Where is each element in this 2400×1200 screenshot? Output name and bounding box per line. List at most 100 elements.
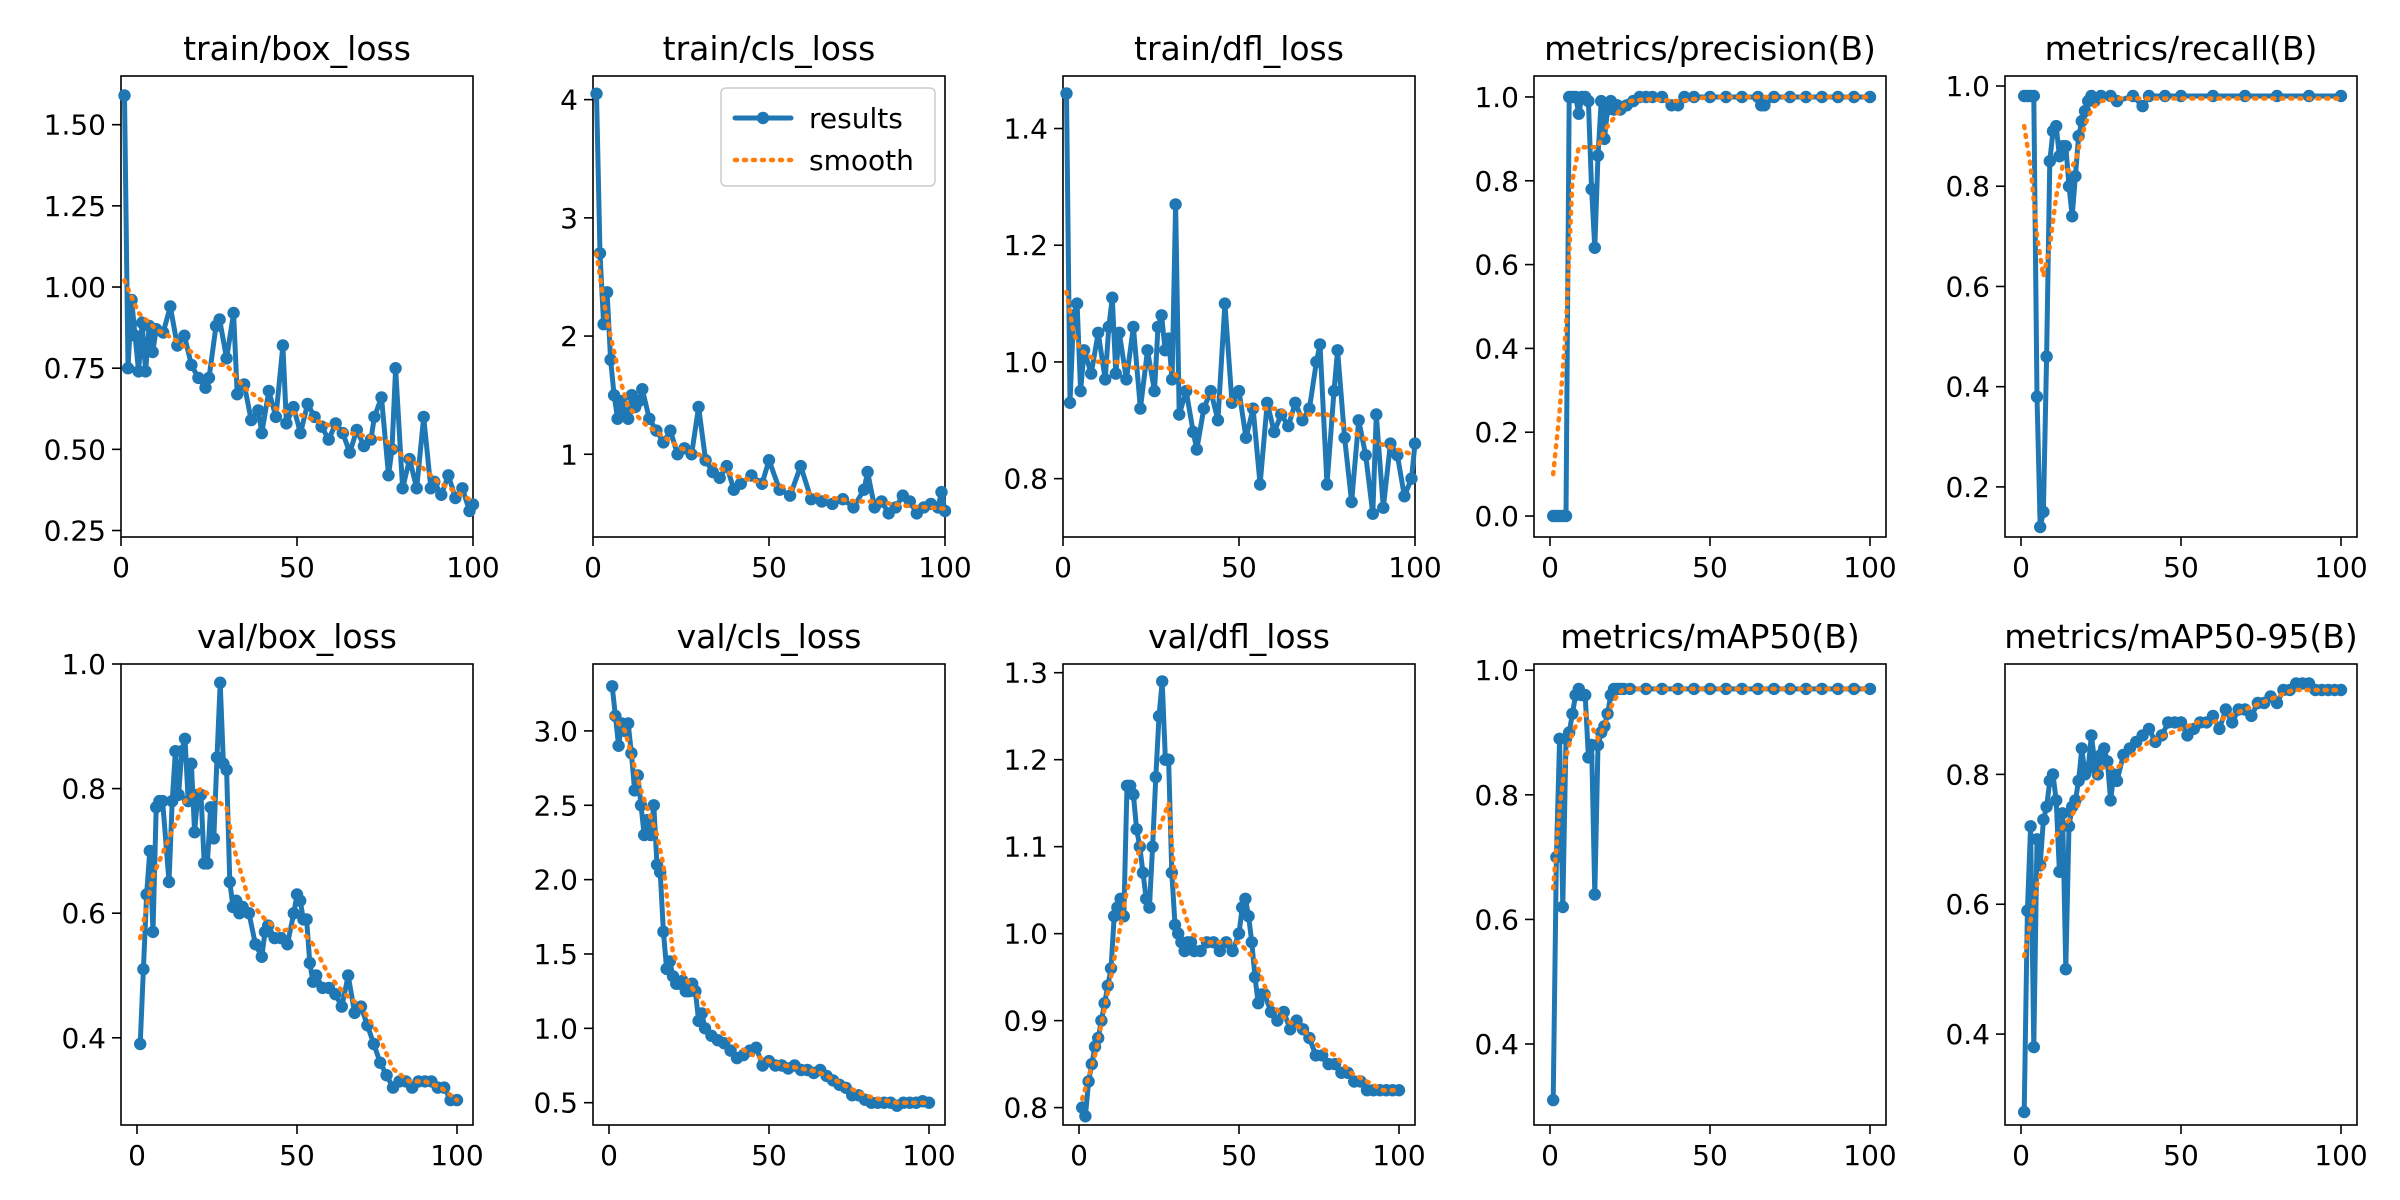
results-point [2213, 722, 2226, 736]
results-point [643, 412, 656, 425]
results-point [1290, 1014, 1303, 1027]
results-point [2037, 505, 2050, 519]
results-point [1218, 297, 1232, 310]
results-point [213, 313, 226, 326]
results-point [1173, 408, 1186, 421]
results-point [604, 353, 617, 366]
results-point [204, 801, 217, 814]
results-point [628, 784, 641, 797]
y-tick-label: 1.0 [61, 648, 106, 681]
y-tick-label: 0.8 [1945, 170, 1990, 203]
results-point [1408, 437, 1422, 450]
results-point [1127, 788, 1140, 801]
results-point [1070, 297, 1084, 310]
results-point [1063, 396, 1077, 409]
y-tick-label: 1.2 [1003, 744, 1048, 777]
y-tick-label: 1.0 [1003, 346, 1048, 379]
results-point [178, 732, 192, 745]
x-tick-label: 0 [1541, 551, 1559, 584]
results-point [1162, 332, 1175, 345]
results-point [178, 329, 191, 342]
x-tick-label: 0 [1054, 551, 1072, 584]
results-point [1169, 198, 1182, 211]
x-tick-label: 50 [2163, 1139, 2199, 1172]
chart-panel-7: val/cls_loss 0 50 100 0.5 1.0 1.5 2.0 2.5 3.0 [533, 617, 955, 1172]
results-point [1152, 710, 1166, 723]
axes-frame [2004, 663, 2358, 1126]
y-tick-label: 0.75 [44, 352, 106, 385]
chart-title: val/box_loss [197, 617, 397, 656]
x-tick-label: 100 [2314, 551, 2367, 584]
smooth-series-line [2021, 687, 2344, 959]
y-tick-label: 0.0 [1474, 500, 1519, 533]
results-point [368, 410, 381, 424]
results-point [1109, 367, 1123, 380]
y-tick-label: 0.4 [1474, 1028, 1519, 1061]
results-point [435, 488, 448, 501]
chart-panel-2: train/cls_loss 0 50 100 1 2 3 4 results smooth [560, 29, 972, 584]
y-tick-label: 1.0 [1474, 654, 1519, 687]
results-point [245, 413, 258, 427]
results-point [220, 352, 233, 365]
results-point [1591, 738, 1605, 752]
x-tick-label: 50 [1692, 1139, 1728, 1172]
results-point [143, 844, 156, 858]
y-tick-label: 2.0 [533, 864, 578, 897]
y-tick-label: 1.5 [533, 938, 578, 971]
chart-title: train/dfl_loss [1134, 29, 1344, 68]
results-point [636, 383, 649, 396]
results-point [280, 417, 293, 430]
results-point [1130, 823, 1143, 836]
y-tick-label: 2.5 [533, 789, 578, 822]
results-point [2043, 155, 2056, 168]
results-point [2040, 800, 2053, 813]
y-tick-label: 0.6 [61, 897, 106, 930]
results-point [146, 345, 159, 359]
results-point [805, 493, 818, 506]
y-tick-label: 0.6 [1474, 903, 1519, 936]
chart-title: metrics/recall(B) [2045, 29, 2318, 68]
results-point [1377, 501, 1390, 514]
results-point [374, 1056, 387, 1069]
results-point [1582, 94, 1595, 108]
results-point [1232, 384, 1246, 398]
results-point [612, 739, 625, 752]
x-tick-label: 100 [1843, 1139, 1896, 1172]
results-point [287, 907, 300, 920]
results-point [826, 497, 839, 511]
results-point [171, 339, 184, 352]
results-point [1556, 900, 1570, 914]
legend: results smooth [720, 87, 936, 187]
legend-smooth-label: smooth [809, 144, 914, 177]
results-point [322, 433, 335, 446]
results-point [1303, 402, 1316, 415]
results-point [1074, 384, 1087, 398]
results-point [1277, 1005, 1291, 1019]
results-point [137, 963, 150, 976]
results-point [676, 974, 689, 987]
results-point [2046, 768, 2060, 781]
results-point [1320, 478, 1334, 491]
x-tick-label: 50 [279, 1139, 315, 1172]
results-point [1143, 901, 1156, 914]
results-point [1245, 936, 1259, 949]
results-point [269, 410, 283, 424]
results-point [410, 482, 423, 495]
results-point [2027, 1040, 2041, 1054]
results-point [342, 969, 355, 982]
results-point [2101, 755, 2114, 768]
chart-panel-4: metrics/precision(B) 0 50 100 0.0 0.2 0.4 0.6 0.… [1474, 29, 1896, 584]
chart-title: train/box_loss [183, 29, 411, 68]
results-point [1136, 866, 1150, 879]
x-tick-label: 0 [2012, 1139, 2030, 1172]
results-point [1268, 425, 1281, 439]
results-point [199, 381, 212, 394]
results-point [692, 400, 705, 414]
results-point [1085, 367, 1098, 380]
x-tick-label: 0 [1070, 1139, 1088, 1172]
results-point [156, 794, 169, 808]
x-tick-label: 0 [2012, 551, 2030, 584]
results-point [2066, 210, 2079, 223]
results-point [382, 469, 395, 482]
results-point [1671, 682, 1685, 696]
